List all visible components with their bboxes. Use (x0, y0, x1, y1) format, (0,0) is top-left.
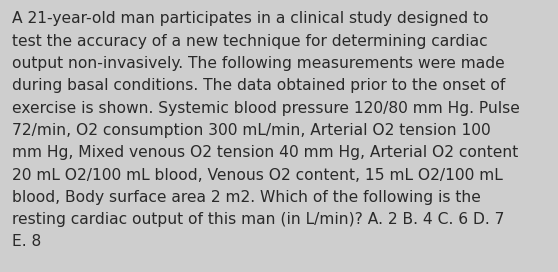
Text: 72/min, O2 consumption 300 mL/min, Arterial O2 tension 100: 72/min, O2 consumption 300 mL/min, Arter… (12, 123, 491, 138)
Text: output non-invasively. The following measurements were made: output non-invasively. The following mea… (12, 56, 505, 71)
Text: A 21-year-old man participates in a clinical study designed to: A 21-year-old man participates in a clin… (12, 11, 489, 26)
Text: exercise is shown. Systemic blood pressure 120/80 mm Hg. Pulse: exercise is shown. Systemic blood pressu… (12, 101, 520, 116)
Text: blood, Body surface area 2 m2. Which of the following is the: blood, Body surface area 2 m2. Which of … (12, 190, 481, 205)
Text: E. 8: E. 8 (12, 234, 41, 249)
Text: test the accuracy of a new technique for determining cardiac: test the accuracy of a new technique for… (12, 34, 488, 49)
Text: mm Hg, Mixed venous O2 tension 40 mm Hg, Arterial O2 content: mm Hg, Mixed venous O2 tension 40 mm Hg,… (12, 145, 518, 160)
Text: resting cardiac output of this man (in L/min)? A. 2 B. 4 C. 6 D. 7: resting cardiac output of this man (in L… (12, 212, 505, 227)
Text: during basal conditions. The data obtained prior to the onset of: during basal conditions. The data obtain… (12, 78, 506, 93)
Text: 20 mL O2/100 mL blood, Venous O2 content, 15 mL O2/100 mL: 20 mL O2/100 mL blood, Venous O2 content… (12, 168, 503, 183)
